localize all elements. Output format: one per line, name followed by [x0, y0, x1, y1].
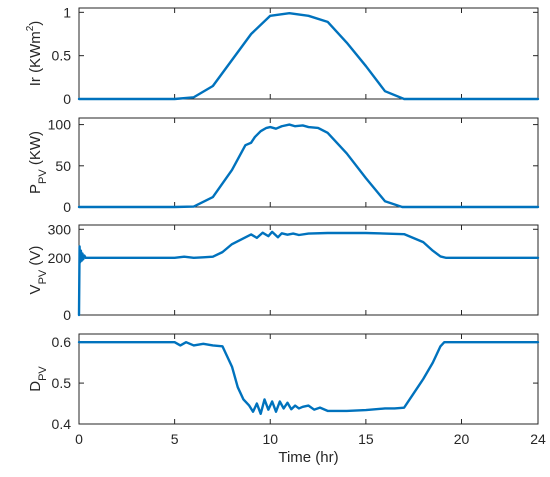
y-tick-label: 0.4: [52, 416, 72, 432]
y-label-main: V: [27, 284, 44, 294]
subplot-4: 0.4 0.5 0.6 0 5 10 15 20 24 DPV Time (hr): [27, 333, 546, 466]
y-tick-label: 50: [55, 158, 71, 174]
y-tick-label: 300: [48, 221, 72, 237]
axes-frame: [78, 7, 539, 100]
x-tick-label: 0: [75, 431, 83, 447]
series-line-1: [77, 11, 540, 101]
y-tick-label: 0.6: [52, 334, 72, 350]
y-axis-label: VPV (V): [27, 246, 49, 295]
x-axis-label: Time (hr): [278, 449, 338, 466]
y-tick-label: 1: [63, 4, 71, 20]
y-label-subscript: PV: [37, 366, 49, 381]
axes-frame: [78, 224, 539, 316]
y-label-subscript: PV: [37, 169, 49, 184]
y-tick-label: 200: [48, 250, 72, 266]
y-label-close: ): [27, 21, 44, 26]
series-line-2: [77, 123, 540, 209]
y-axis-label: DPV: [27, 366, 49, 392]
y-axis-label: Ir (KWm2): [25, 21, 44, 87]
x-tick-label: 24: [530, 431, 546, 447]
series-line-3: [77, 230, 540, 317]
y-label-main: P: [27, 184, 44, 194]
y-label-unit: (KW): [27, 131, 44, 169]
y-axis-label: PPV (KW): [27, 131, 49, 194]
x-tick-label: 5: [171, 431, 179, 447]
y-tick-label: 0: [63, 199, 71, 215]
y-tick-label: 0: [63, 307, 71, 323]
x-tick-label: 10: [262, 431, 278, 447]
y-label-superscript: 2: [25, 25, 36, 31]
y-label-subscript: PV: [37, 269, 49, 284]
subplot-1: 0 0.5 1 Ir (KWm2): [25, 4, 540, 107]
y-tick-label: 0.5: [52, 375, 72, 391]
subplot-3: 0 200 300 VPV (V): [27, 221, 540, 323]
y-label-main: Ir (KWm: [27, 31, 44, 86]
series-line-4: [77, 340, 540, 415]
x-tick-label: 20: [454, 431, 470, 447]
x-tick-label: 15: [358, 431, 374, 447]
axes-frame: [78, 117, 539, 208]
y-label-unit: (V): [27, 246, 44, 270]
y-tick-label: 100: [48, 117, 72, 133]
y-tick-label: 0: [63, 91, 71, 107]
y-tick-label: 0.5: [52, 48, 72, 64]
y-label-main: D: [27, 381, 44, 392]
axes-frame: [78, 333, 539, 425]
